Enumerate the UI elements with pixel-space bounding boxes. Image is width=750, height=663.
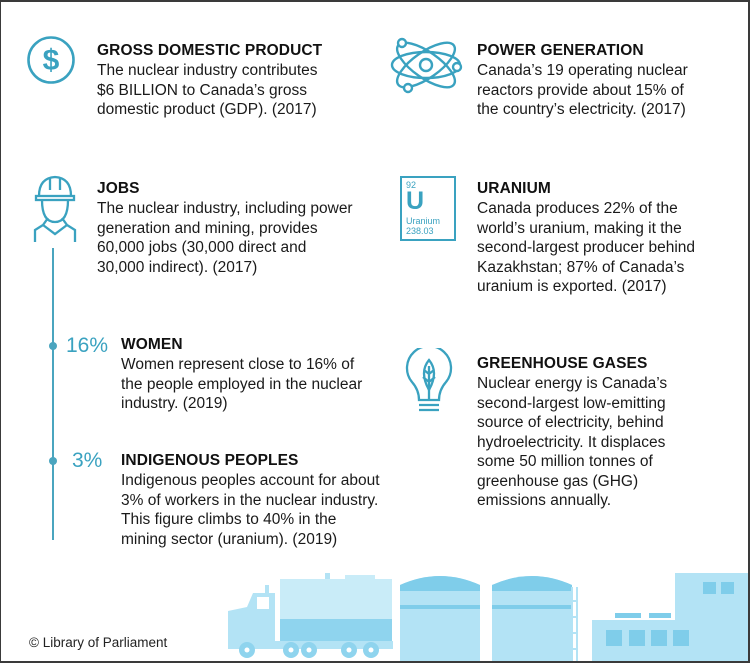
women-block: WOMEN Women represent close to 16% of the… xyxy=(121,335,362,414)
svg-text:$: $ xyxy=(43,44,60,77)
lightbulb-leaf-icon xyxy=(405,348,453,412)
indigenous-text: Indigenous peoples account for about 3% o… xyxy=(121,472,380,548)
women-percent: 16% xyxy=(66,334,109,357)
storage-tank-icon xyxy=(400,576,480,661)
tanker-truck-icon xyxy=(228,573,393,658)
ghg-title: GREENHOUSE GASES xyxy=(477,355,648,372)
timeline-dot-indigenous xyxy=(49,457,57,465)
power-block: POWER GENERATION Canada’s 19 operating n… xyxy=(477,41,688,120)
atom-icon xyxy=(390,37,463,94)
element-name: Uranium xyxy=(406,216,441,226)
uranium-text: Canada produces 22% of the world’s uraniu… xyxy=(477,200,695,295)
industrial-skyline-illustration xyxy=(228,573,748,661)
timeline-line xyxy=(52,248,54,540)
copyright-credit: © Library of Parliament xyxy=(29,635,168,650)
jobs-title: JOBS xyxy=(97,180,140,197)
women-text: Women represent close to 16% of the peopl… xyxy=(121,356,363,412)
uranium-title: URANIUM xyxy=(477,180,551,197)
power-text: Canada’s 19 operating nuclear reactors pr… xyxy=(477,62,688,118)
worker-hardhat-icon xyxy=(33,175,77,242)
women-title: WOMEN xyxy=(121,336,183,353)
ghg-text: Nuclear energy is Canada’s second-largest… xyxy=(477,375,668,509)
timeline-dot-women xyxy=(49,342,57,350)
factory-building-icon xyxy=(592,573,748,661)
ghg-block: GREENHOUSE GASES Nuclear energy is Canad… xyxy=(477,354,667,511)
power-title: POWER GENERATION xyxy=(477,42,644,59)
gdp-block: GROSS DOMESTIC PRODUCT The nuclear indus… xyxy=(97,41,322,120)
uranium-block: URANIUM Canada produces 22% of the world’… xyxy=(477,179,695,297)
indigenous-block: INDIGENOUS PEOPLES Indigenous peoples ac… xyxy=(121,451,380,549)
indigenous-title: INDIGENOUS PEOPLES xyxy=(121,452,299,469)
storage-tank-icon xyxy=(492,576,578,661)
periodic-element-icon: 92 U Uranium 238.03 xyxy=(400,176,456,241)
indigenous-percent: 3% xyxy=(72,449,103,472)
dollar-icon: $ xyxy=(27,36,75,84)
jobs-text: The nuclear industry, including power gen… xyxy=(97,200,353,276)
element-number: 92 xyxy=(406,180,417,190)
gdp-title: GROSS DOMESTIC PRODUCT xyxy=(97,42,323,59)
element-symbol: U xyxy=(406,187,425,215)
element-mass: 238.03 xyxy=(406,226,434,236)
jobs-block: JOBS The nuclear industry, including pow… xyxy=(97,179,353,277)
gdp-text: The nuclear industry contributes $6 BILLI… xyxy=(97,62,318,118)
